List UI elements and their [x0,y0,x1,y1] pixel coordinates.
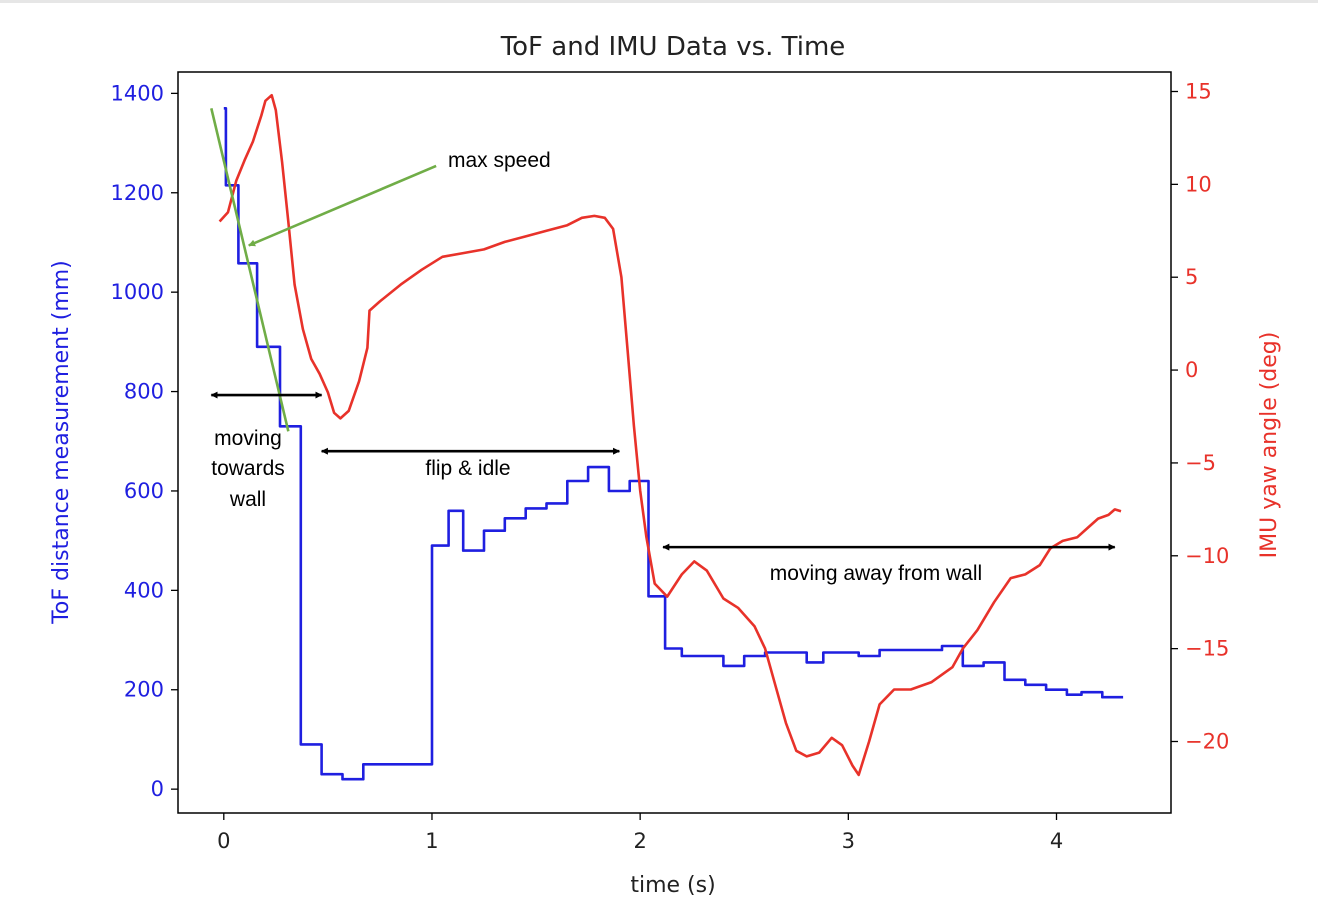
y-tick-label-right: −5 [1185,451,1216,475]
x-tick-label: 2 [633,829,646,853]
y-tick-label-right: 15 [1185,80,1212,104]
y-tick-label-right: 0 [1185,358,1198,382]
y-axis-label-right: IMU yaw angle (deg) [1257,332,1282,559]
y-tick-label-left: 0 [151,777,164,801]
x-tick-label: 1 [425,829,438,853]
x-tick-label: 4 [1050,829,1063,853]
y-tick-label-left: 400 [124,578,164,602]
y-tick-label-right: −15 [1185,637,1229,661]
y-tick-label-left: 200 [124,678,164,702]
annotation-max-speed: max speed [448,149,551,172]
axes-ticks: 0 1 2 3 4 0 200 400 600 800 1000 1200 1400 15 10 5 0 −5 −1… [111,80,1230,854]
y-tick-label-right: −10 [1185,544,1229,568]
y-tick-label-left: 1400 [111,81,164,105]
y-tick-label-right: 10 [1185,172,1212,196]
x-tick-label: 0 [217,829,230,853]
y-tick-label-left: 800 [124,380,164,404]
tof-distance-line [223,107,1124,781]
x-axis-label: time (s) [630,873,715,898]
annotation-moving-towards-line2: towards [211,457,285,480]
y-tick-label-right: 5 [1185,265,1198,289]
plot-frame [177,71,1172,814]
y-tick-label-left: 600 [124,479,164,503]
top-border-line [0,0,1318,3]
annotation-moving-towards-line1: moving [214,427,282,450]
y-tick-label-right: −20 [1185,730,1229,754]
annotation-moving-towards-line3: wall [229,488,266,511]
y-tick-label-left: 1000 [111,280,164,304]
max-speed-slope-line [210,107,290,432]
x-tick-label: 3 [842,829,855,853]
plot-area [210,93,1124,781]
imu-yaw-line [218,93,1122,777]
chart-title: ToF and IMU Data vs. Time [500,32,846,62]
max-speed-arrow [248,164,437,247]
annotation-flip-idle: flip & idle [425,457,510,480]
annotation-arrows [210,164,1116,551]
y-axis-label-left: ToF distance measurement (mm) [49,260,74,625]
y-tick-label-left: 1200 [111,181,164,205]
annotation-moving-away: moving away from wall [770,562,982,585]
